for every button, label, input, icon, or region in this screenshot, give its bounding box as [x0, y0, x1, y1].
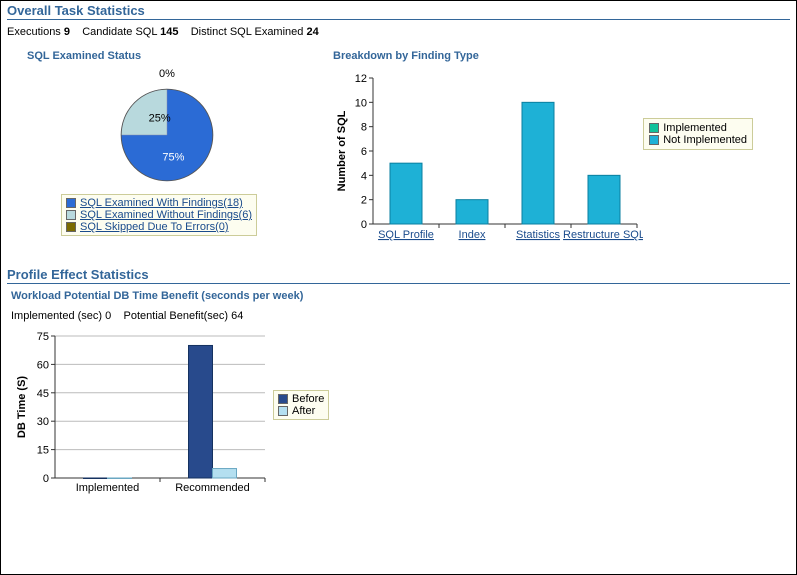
pie-legend: SQL Examined With Findings(18) SQL Exami…	[61, 194, 257, 236]
executions-value: 9	[64, 26, 70, 38]
distinct-value: 24	[306, 26, 318, 38]
svg-text:4: 4	[361, 170, 367, 182]
svg-text:Recommended: Recommended	[175, 482, 250, 494]
profile-sub-title: Workload Potential DB Time Benefit (seco…	[11, 290, 790, 302]
impl-label: Implemented (sec)	[11, 310, 102, 322]
overall-summary: Executions 9 Candidate SQL 145 Distinct …	[7, 26, 790, 38]
svg-text:2: 2	[361, 195, 367, 207]
bar-category-link[interactable]: Restructure SQL	[563, 229, 643, 241]
executions-label: Executions	[7, 26, 61, 38]
svg-text:75: 75	[37, 331, 49, 343]
bar-legend: Implemented Not Implemented	[643, 118, 753, 150]
dbtime-legend: Before After	[273, 390, 329, 420]
bar-category-link[interactable]: Statistics	[516, 229, 561, 241]
legend-not-implemented: Not Implemented	[663, 134, 747, 146]
svg-text:0: 0	[43, 473, 49, 485]
svg-text:45: 45	[37, 388, 49, 400]
svg-text:15: 15	[37, 445, 49, 457]
svg-text:DB Time (S): DB Time (S)	[16, 376, 28, 438]
pie-legend-errors[interactable]: SQL Skipped Due To Errors(0)	[80, 221, 229, 233]
svg-text:30: 30	[37, 416, 49, 428]
bar-category-link[interactable]: Index	[459, 229, 486, 241]
pot-label: Potential Benefit(sec)	[124, 310, 229, 322]
pie-75-text: 75%	[162, 152, 184, 164]
pie-zero-label: 0%	[27, 68, 307, 80]
impl-value: 0	[105, 310, 111, 322]
overall-title: Overall Task Statistics	[7, 3, 790, 20]
dbtime-bar-chart: 0 15 30 45 60 75 Implemented Recommended DB Time…	[11, 328, 271, 498]
svg-text:8: 8	[361, 122, 367, 134]
pie-legend-with[interactable]: SQL Examined With Findings(18)	[80, 197, 243, 209]
pot-value: 64	[231, 310, 243, 322]
candidate-label: Candidate SQL	[82, 26, 157, 38]
svg-text:Number of SQL: Number of SQL	[336, 110, 348, 191]
pie-chart: 25% 75%	[107, 80, 227, 190]
distinct-label: Distinct SQL Examined	[191, 26, 304, 38]
svg-text:10: 10	[355, 97, 367, 109]
bar-title: Breakdown by Finding Type	[333, 50, 753, 62]
pie-legend-without[interactable]: SQL Examined Without Findings(6)	[80, 209, 252, 221]
sql-examined-status-panel: SQL Examined Status 0% 25% 75% SQL Exami…	[27, 50, 307, 251]
candidate-value: 145	[160, 26, 178, 38]
profile-title: Profile Effect Statistics	[7, 267, 790, 284]
svg-text:60: 60	[37, 359, 49, 371]
svg-text:0: 0	[361, 219, 367, 231]
legend-implemented: Implemented	[663, 122, 727, 134]
legend-before: Before	[292, 393, 324, 405]
svg-text:6: 6	[361, 146, 367, 158]
pie-25-text: 25%	[149, 112, 171, 124]
profile-summary: Implemented (sec) 0 Potential Benefit(se…	[11, 310, 790, 322]
breakdown-panel: Breakdown by Finding Type 0 2 4 6 8 10 12 SQL P…	[333, 50, 753, 251]
pie-title: SQL Examined Status	[27, 50, 307, 62]
bar-category-link[interactable]: SQL Profile	[378, 229, 434, 241]
legend-after: After	[292, 405, 315, 417]
svg-text:12: 12	[355, 73, 367, 85]
breakdown-bar-chart: 0 2 4 6 8 10 12 SQL Profile Index StatisticsRestr…	[333, 68, 643, 248]
svg-text:Implemented: Implemented	[76, 482, 140, 494]
